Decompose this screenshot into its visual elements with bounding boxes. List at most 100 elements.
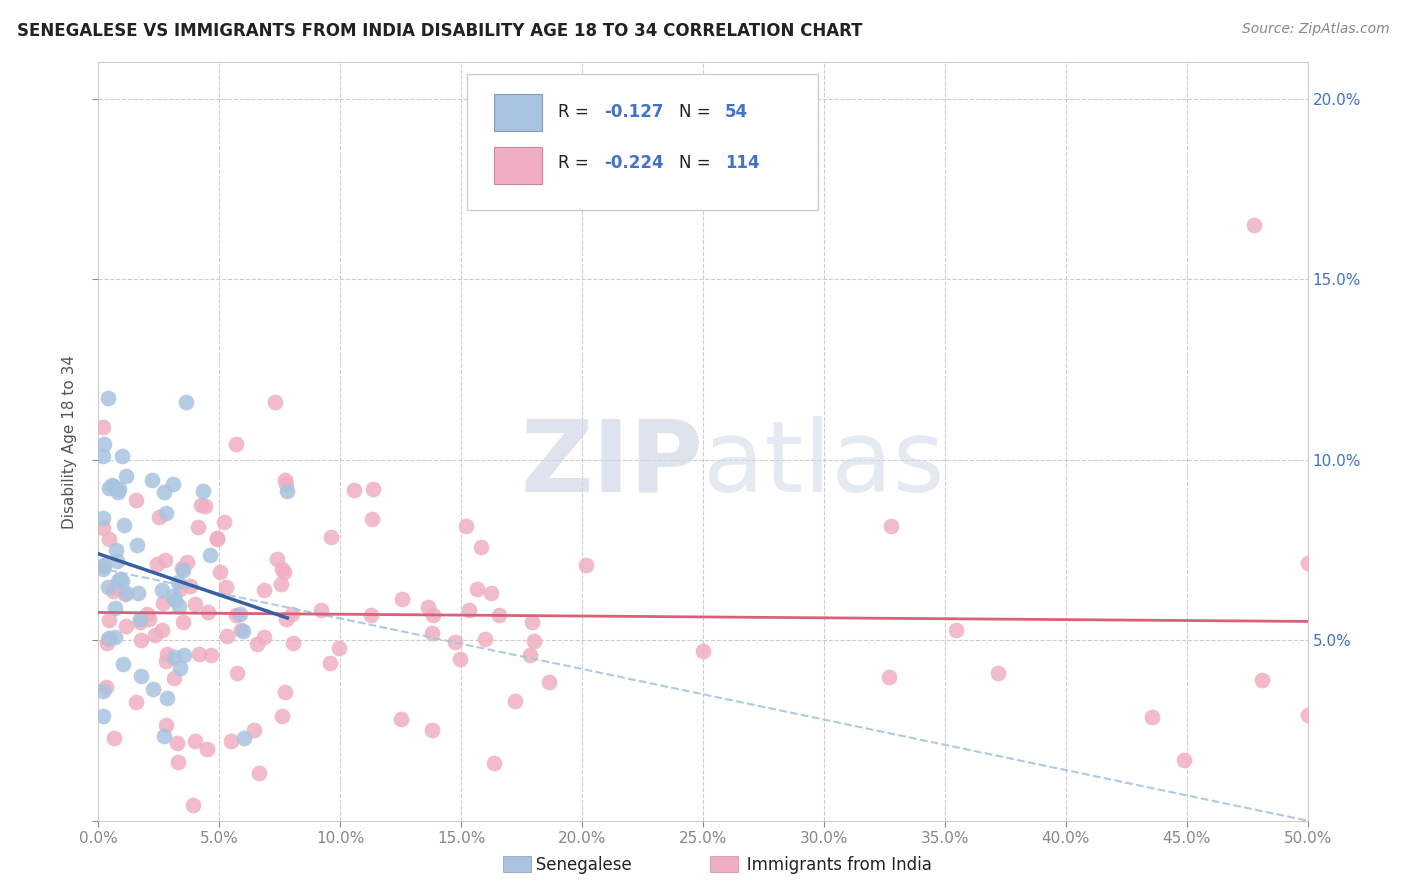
Point: [111, 574, 134, 588]
Point: [309, 603, 332, 617]
Point: [156, 691, 179, 706]
Point: [215, 580, 238, 594]
Point: [271, 709, 294, 723]
Point: [232, 624, 254, 639]
Point: [97, 391, 120, 405]
Point: [93, 436, 115, 450]
Point: [200, 648, 222, 662]
Point: [112, 518, 135, 533]
Point: [166, 736, 188, 750]
Point: [108, 572, 131, 586]
Point: [127, 586, 149, 600]
Point: [264, 395, 287, 409]
Point: [987, 665, 1010, 680]
Point: [420, 625, 443, 640]
Point: [692, 644, 714, 658]
Point: [103, 731, 125, 745]
Point: [880, 518, 903, 533]
Point: [104, 601, 127, 615]
Point: [114, 468, 136, 483]
Point: [128, 615, 150, 630]
Bar: [503, 856, 531, 872]
Point: [361, 482, 384, 496]
Point: [479, 585, 502, 599]
Point: [197, 606, 219, 620]
Point: [253, 631, 276, 645]
Point: [91, 521, 114, 535]
Point: [274, 473, 297, 487]
Point: [105, 543, 128, 558]
Point: [150, 624, 173, 638]
Point: [389, 712, 412, 726]
Point: [215, 629, 238, 643]
Point: [142, 681, 165, 696]
Point: [319, 530, 342, 544]
Point: [465, 582, 488, 596]
Point: [97, 631, 120, 645]
Point: [523, 634, 546, 648]
Point: [156, 647, 179, 661]
Point: [148, 509, 170, 524]
Point: [1251, 673, 1274, 687]
Point: [274, 476, 297, 491]
Text: ZIP: ZIP: [520, 416, 703, 513]
Point: [283, 636, 305, 650]
Point: [114, 587, 136, 601]
Point: [503, 693, 526, 707]
Point: [101, 478, 124, 492]
Point: [153, 553, 176, 567]
Point: [107, 554, 129, 568]
Point: [205, 531, 228, 545]
Text: -0.127: -0.127: [603, 103, 664, 120]
Point: [143, 628, 166, 642]
Point: [538, 675, 561, 690]
Point: [104, 630, 127, 644]
Point: [945, 623, 967, 637]
Point: [184, 734, 207, 748]
Point: [271, 561, 294, 575]
Point: [243, 723, 266, 737]
Point: [111, 450, 134, 464]
Point: [101, 583, 124, 598]
Point: [127, 538, 149, 552]
Point: [360, 608, 382, 623]
Point: [163, 672, 186, 686]
Point: [91, 684, 114, 698]
Point: [195, 742, 218, 756]
Point: [328, 640, 350, 655]
Point: [276, 484, 298, 499]
Text: Senegalese: Senegalese: [520, 856, 631, 874]
Point: [108, 482, 131, 496]
FancyBboxPatch shape: [494, 147, 543, 184]
Point: [416, 600, 439, 615]
Point: [225, 607, 247, 622]
FancyBboxPatch shape: [467, 74, 818, 211]
Text: 54: 54: [724, 103, 748, 120]
Point: [575, 558, 598, 572]
Point: [146, 557, 169, 571]
Point: [273, 566, 295, 580]
Point: [232, 731, 254, 745]
Point: [136, 607, 159, 622]
Text: Source: ZipAtlas.com: Source: ZipAtlas.com: [1241, 22, 1389, 37]
Bar: [710, 856, 738, 872]
Point: [252, 582, 274, 597]
Point: [190, 498, 212, 512]
Point: [172, 615, 194, 630]
Point: [343, 483, 366, 497]
Point: [1173, 752, 1195, 766]
Point: [247, 766, 270, 780]
Point: [1140, 710, 1163, 724]
Point: [246, 637, 269, 651]
Point: [105, 580, 128, 594]
Point: [107, 574, 129, 588]
Point: [155, 506, 177, 520]
Point: [488, 608, 510, 623]
Point: [519, 648, 541, 663]
Point: [225, 666, 247, 681]
Point: [1296, 556, 1319, 570]
Point: [208, 566, 231, 580]
Point: [129, 633, 152, 648]
Point: [163, 592, 186, 607]
Text: -0.224: -0.224: [603, 154, 664, 172]
